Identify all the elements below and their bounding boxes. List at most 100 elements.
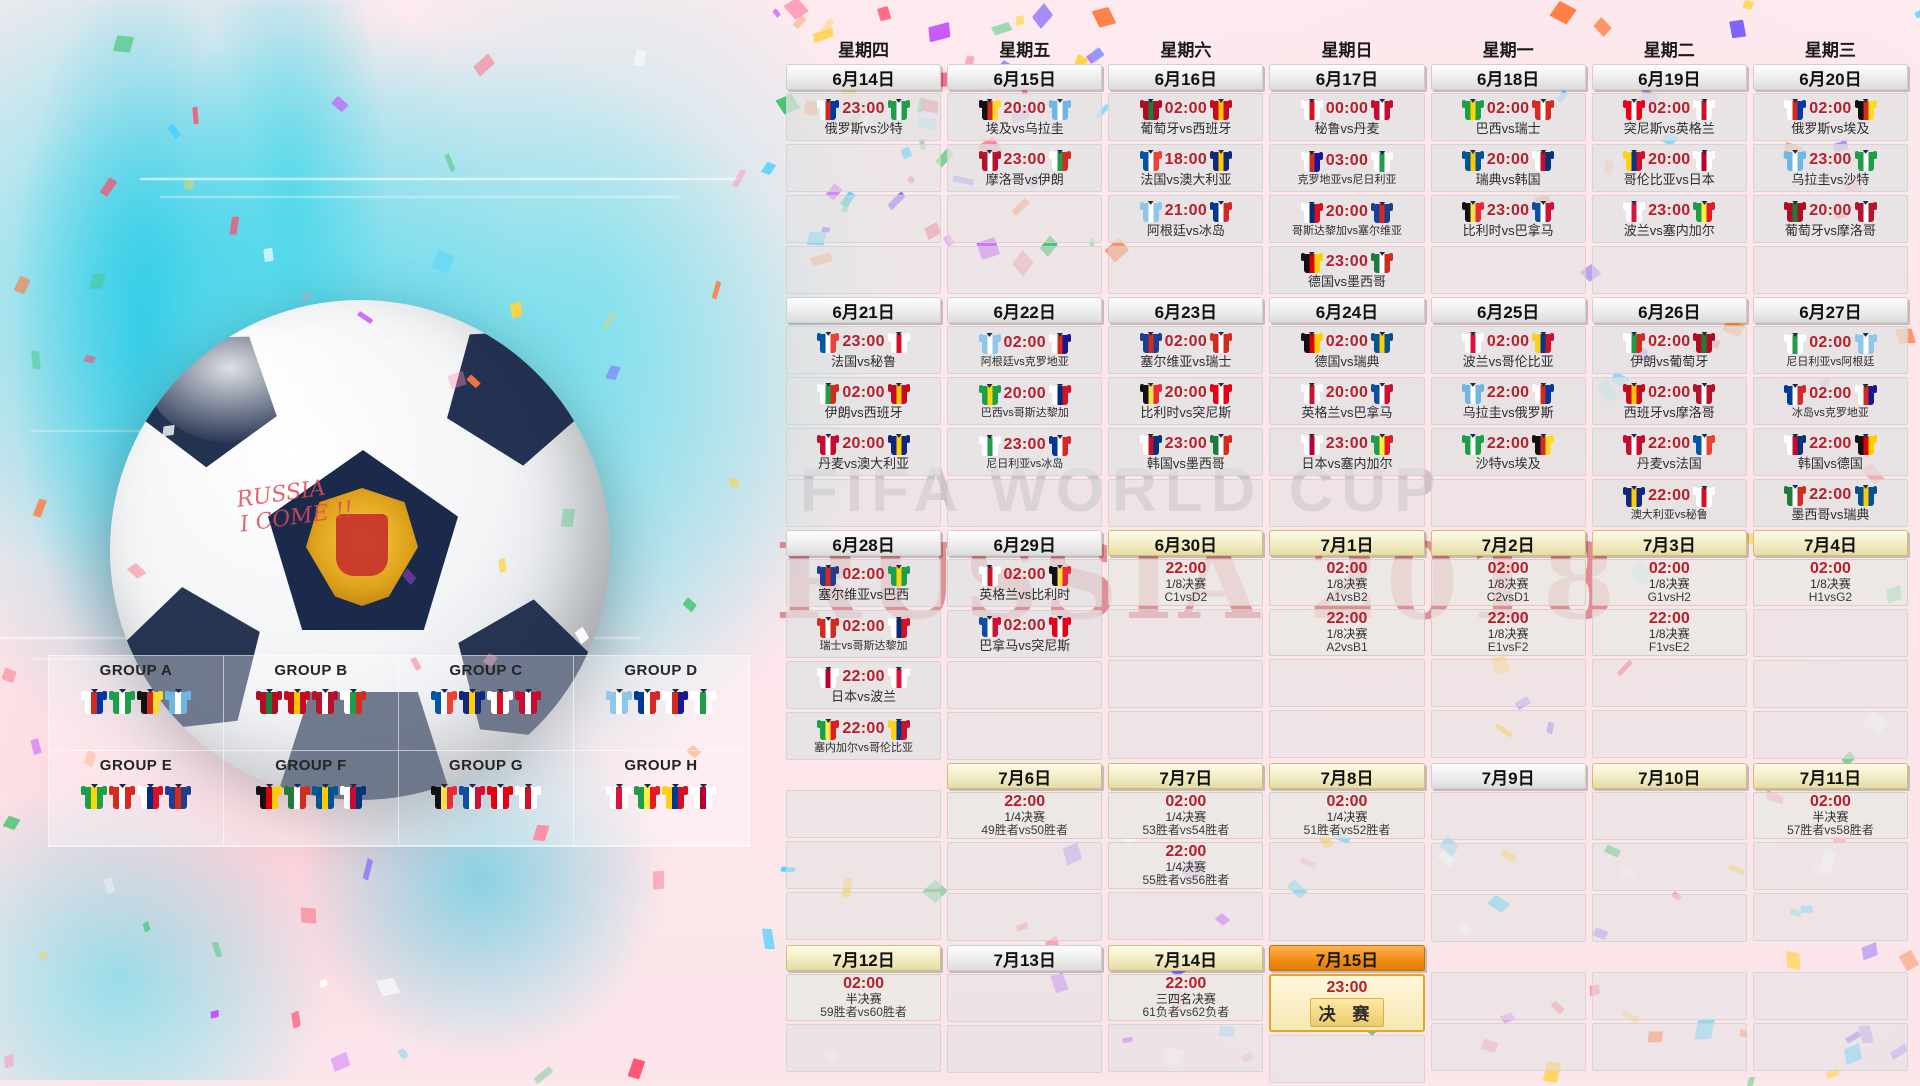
match-card[interactable]: 20:00 葡萄牙vs摩洛哥 bbox=[1752, 195, 1908, 243]
group-e[interactable]: GROUP E bbox=[49, 751, 224, 846]
match-card[interactable]: 02:00 塞尔维亚vs巴西 bbox=[786, 559, 942, 607]
match-card[interactable]: 02:00 伊朗vs西班牙 bbox=[786, 377, 942, 425]
knockout-match-card[interactable]: 02:00 1/8决赛 G1vsH2 bbox=[1591, 559, 1747, 606]
match-card[interactable]: 22:00 丹麦vs法国 bbox=[1591, 428, 1747, 476]
match-card[interactable]: 02:00 尼日利亚vs阿根廷 bbox=[1752, 326, 1908, 374]
knockout-match-card[interactable]: 22:00 1/4决赛 55胜者vs56胜者 bbox=[1108, 841, 1264, 889]
match-card[interactable]: 18:00 法国vs澳大利亚 bbox=[1108, 144, 1264, 192]
date-header[interactable]: 6月14日 bbox=[786, 64, 942, 90]
date-header[interactable]: 6月24日 bbox=[1269, 297, 1425, 323]
knockout-match-card[interactable]: 02:00 1/8决赛 C2vsD1 bbox=[1430, 559, 1586, 606]
knockout-match-card[interactable]: 22:00 1/4决赛 49胜者vs50胜者 bbox=[947, 792, 1103, 839]
date-header[interactable]: 7月15日 bbox=[1269, 945, 1425, 971]
date-header[interactable]: 6月27日 bbox=[1752, 297, 1908, 323]
knockout-match-card[interactable]: 02:00 半决赛 59胜者vs60胜者 bbox=[786, 974, 942, 1021]
match-card[interactable]: 02:00 巴西vs瑞士 bbox=[1430, 93, 1586, 141]
knockout-match-card[interactable]: 02:00 1/8决赛 A1vsB2 bbox=[1269, 559, 1425, 606]
match-card[interactable]: 23:00 日本vs塞内加尔 bbox=[1269, 428, 1425, 476]
date-header[interactable]: 6月18日 bbox=[1430, 64, 1586, 90]
match-card[interactable]: 22:00 沙特vs埃及 bbox=[1430, 428, 1586, 476]
match-card[interactable]: 02:00 冰岛vs克罗地亚 bbox=[1752, 377, 1908, 425]
date-header[interactable]: 6月28日 bbox=[786, 530, 942, 556]
match-card[interactable]: 21:00 阿根廷vs冰岛 bbox=[1108, 195, 1264, 243]
match-card[interactable]: 02:00 西班牙vs摩洛哥 bbox=[1591, 377, 1747, 425]
date-header[interactable]: 6月21日 bbox=[786, 297, 942, 323]
date-header[interactable]: 7月4日 bbox=[1752, 530, 1908, 556]
knockout-match-card[interactable]: 02:00 1/8决赛 H1vsG2 bbox=[1752, 559, 1908, 606]
match-card[interactable]: 23:00 乌拉圭vs沙特 bbox=[1752, 144, 1908, 192]
group-h[interactable]: GROUP H bbox=[574, 751, 749, 846]
match-card[interactable]: 02:00 巴拿马vs突尼斯 bbox=[947, 610, 1103, 658]
date-header[interactable]: 7月10日 bbox=[1591, 763, 1747, 789]
match-card[interactable]: 20:00 比利时vs突尼斯 bbox=[1108, 377, 1264, 425]
date-header[interactable]: 7月8日 bbox=[1269, 763, 1425, 789]
date-header[interactable]: 7月13日 bbox=[947, 945, 1103, 971]
date-header[interactable]: 6月16日 bbox=[1108, 64, 1264, 90]
date-header[interactable]: 7月9日 bbox=[1430, 763, 1586, 789]
match-card[interactable]: 03:00 克罗地亚vs尼日利亚 bbox=[1269, 144, 1425, 192]
match-card[interactable]: 02:00 波兰vs哥伦比亚 bbox=[1430, 326, 1586, 374]
final-match-card[interactable]: 23:00 决 赛 bbox=[1269, 974, 1425, 1032]
match-card[interactable]: 02:00 俄罗斯vs埃及 bbox=[1752, 93, 1908, 141]
match-card[interactable]: 02:00 英格兰vs比利时 bbox=[947, 559, 1103, 607]
date-header[interactable]: 6月22日 bbox=[947, 297, 1103, 323]
knockout-match-card[interactable]: 22:00 1/8决赛 F1vsE2 bbox=[1591, 608, 1747, 656]
match-card[interactable]: 22:00 日本vs波兰 bbox=[786, 661, 942, 709]
group-g[interactable]: GROUP G bbox=[399, 751, 574, 846]
match-card[interactable]: 20:00 瑞典vs韩国 bbox=[1430, 144, 1586, 192]
date-header[interactable]: 6月26日 bbox=[1591, 297, 1747, 323]
match-card[interactable]: 23:00 摩洛哥vs伊朗 bbox=[947, 144, 1103, 192]
date-header[interactable]: 6月17日 bbox=[1269, 64, 1425, 90]
match-card[interactable]: 22:00 塞内加尔vs哥伦比亚 bbox=[786, 712, 942, 760]
date-header[interactable]: 7月11日 bbox=[1752, 763, 1908, 789]
match-card[interactable]: 02:00 阿根廷vs克罗地亚 bbox=[947, 326, 1103, 374]
knockout-match-card[interactable]: 02:00 1/4决赛 53胜者vs54胜者 bbox=[1108, 792, 1264, 839]
match-card[interactable]: 20:00 丹麦vs澳大利亚 bbox=[786, 428, 942, 476]
match-card[interactable]: 02:00 德国vs瑞典 bbox=[1269, 326, 1425, 374]
date-header[interactable]: 6月25日 bbox=[1430, 297, 1586, 323]
match-card[interactable]: 20:00 哥伦比亚vs日本 bbox=[1591, 144, 1747, 192]
date-header[interactable]: 6月19日 bbox=[1591, 64, 1747, 90]
match-card[interactable]: 23:00 德国vs墨西哥 bbox=[1269, 246, 1425, 294]
match-card[interactable]: 22:00 乌拉圭vs俄罗斯 bbox=[1430, 377, 1586, 425]
date-header[interactable]: 7月1日 bbox=[1269, 530, 1425, 556]
group-d[interactable]: GROUP D bbox=[574, 656, 749, 751]
date-header[interactable]: 7月14日 bbox=[1108, 945, 1264, 971]
match-card[interactable]: 23:00 韩国vs墨西哥 bbox=[1108, 428, 1264, 476]
match-card[interactable]: 02:00 瑞士vs哥斯达黎加 bbox=[786, 610, 942, 658]
match-card[interactable]: 23:00 波兰vs塞内加尔 bbox=[1591, 195, 1747, 243]
date-header[interactable]: 6月29日 bbox=[947, 530, 1103, 556]
match-card[interactable]: 02:00 葡萄牙vs西班牙 bbox=[1108, 93, 1264, 141]
date-header[interactable]: 6月20日 bbox=[1752, 64, 1908, 90]
match-card[interactable]: 02:00 突尼斯vs英格兰 bbox=[1591, 93, 1747, 141]
match-card[interactable]: 23:00 俄罗斯vs沙特 bbox=[786, 93, 942, 141]
knockout-match-card[interactable]: 02:00 1/4决赛 51胜者vs52胜者 bbox=[1269, 792, 1425, 839]
match-card[interactable]: 02:00 塞尔维亚vs瑞士 bbox=[1108, 326, 1264, 374]
group-c[interactable]: GROUP C bbox=[399, 656, 574, 751]
match-card[interactable]: 23:00 尼日利亚vs冰岛 bbox=[947, 428, 1103, 476]
match-card[interactable]: 20:00 埃及vs乌拉圭 bbox=[947, 93, 1103, 141]
date-header[interactable]: 7月12日 bbox=[786, 945, 942, 971]
match-card[interactable]: 20:00 巴西vs哥斯达黎加 bbox=[947, 377, 1103, 425]
knockout-match-card[interactable]: 02:00 半决赛 57胜者vs58胜者 bbox=[1752, 792, 1908, 839]
match-card[interactable]: 20:00 哥斯达黎加vs塞尔维亚 bbox=[1269, 195, 1425, 243]
date-header[interactable]: 7月6日 bbox=[947, 763, 1103, 789]
match-card[interactable]: 22:00 澳大利亚vs秘鲁 bbox=[1591, 479, 1747, 527]
group-a[interactable]: GROUP A bbox=[49, 656, 224, 751]
knockout-match-card[interactable]: 22:00 1/8决赛 C1vsD2 bbox=[1108, 559, 1264, 606]
match-card[interactable]: 02:00 伊朗vs葡萄牙 bbox=[1591, 326, 1747, 374]
date-header[interactable]: 6月15日 bbox=[947, 64, 1103, 90]
date-header[interactable]: 7月3日 bbox=[1591, 530, 1747, 556]
group-b[interactable]: GROUP B bbox=[224, 656, 399, 751]
group-f[interactable]: GROUP F bbox=[224, 751, 399, 846]
match-card[interactable]: 23:00 法国vs秘鲁 bbox=[786, 326, 942, 374]
match-card[interactable]: 20:00 英格兰vs巴拿马 bbox=[1269, 377, 1425, 425]
knockout-match-card[interactable]: 22:00 1/8决赛 E1vsF2 bbox=[1430, 608, 1586, 656]
match-card[interactable]: 00:00 秘鲁vs丹麦 bbox=[1269, 93, 1425, 141]
date-header[interactable]: 7月7日 bbox=[1108, 763, 1264, 789]
knockout-match-card[interactable]: 22:00 1/8决赛 A2vsB1 bbox=[1269, 608, 1425, 656]
date-header[interactable]: 6月23日 bbox=[1108, 297, 1264, 323]
match-card[interactable]: 22:00 韩国vs德国 bbox=[1752, 428, 1908, 476]
match-card[interactable]: 23:00 比利时vs巴拿马 bbox=[1430, 195, 1586, 243]
date-header[interactable]: 7月2日 bbox=[1430, 530, 1586, 556]
